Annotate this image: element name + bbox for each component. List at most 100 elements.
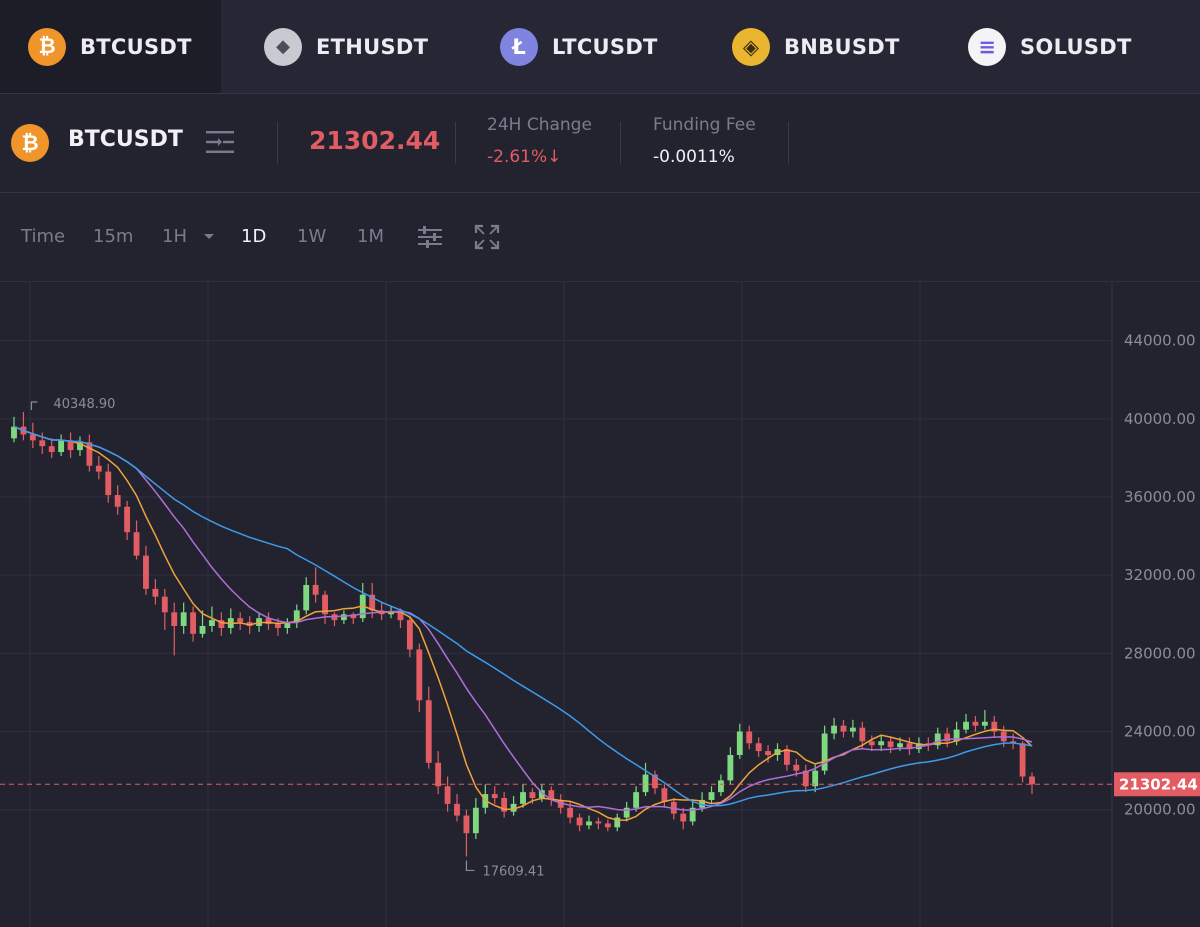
candle (604, 823, 611, 828)
candle (821, 733, 828, 771)
litecoin-icon: Ł (500, 27, 538, 66)
candle (802, 770, 809, 787)
candle (209, 620, 215, 626)
candle (623, 807, 630, 818)
candle (369, 594, 376, 611)
candle (463, 815, 470, 834)
fullscreen-icon[interactable] (474, 224, 500, 250)
candle (77, 442, 83, 451)
symbol-menu-icon[interactable] (204, 128, 236, 156)
candle (1019, 743, 1026, 777)
candle (472, 807, 479, 834)
tab-btcusdt[interactable]: ₿ BTCUSDT (0, 0, 221, 93)
candle (199, 626, 206, 634)
candle (614, 817, 621, 828)
candle (755, 743, 762, 752)
candle (350, 614, 357, 619)
tab-bnbusdt[interactable]: ◈ BNBUSDT (704, 0, 934, 93)
candle (576, 817, 583, 826)
candle (180, 612, 187, 626)
candle (548, 790, 555, 800)
candle (661, 788, 668, 802)
candle (501, 798, 508, 812)
interval-1w[interactable]: 1W (297, 226, 327, 247)
candle (840, 725, 847, 732)
candle (765, 751, 771, 755)
candle (152, 588, 159, 597)
tab-label: SOLUSDT (1020, 34, 1132, 59)
candle (444, 786, 451, 804)
tab-solusdt[interactable]: ≡ SOLUSDT (940, 0, 1200, 93)
moving-average-line (13, 425, 1033, 821)
candle (699, 799, 706, 808)
candle (718, 780, 724, 793)
candle (1029, 776, 1035, 785)
ethereum-icon: ◆ (264, 27, 302, 66)
tab-label: BTCUSDT (80, 34, 192, 59)
interval-15m[interactable]: 15m (93, 226, 134, 247)
candle (633, 792, 640, 808)
candle (991, 721, 998, 732)
candle (95, 465, 102, 472)
candle (727, 755, 734, 781)
tab-ltcusdt[interactable]: Ł LTCUSDT (472, 0, 702, 93)
caret-down-icon (203, 234, 214, 239)
candle (293, 610, 300, 623)
candle (406, 620, 413, 650)
candle (784, 749, 790, 765)
low-marker-arrow (465, 860, 475, 872)
interval-1h-label: 1H (162, 226, 187, 247)
high-marker-arrow (30, 401, 38, 410)
candle (520, 792, 526, 804)
indicator-settings-icon[interactable] (417, 224, 443, 250)
candle (878, 741, 885, 746)
candle (340, 614, 347, 621)
candle (510, 803, 517, 812)
candle (529, 792, 536, 798)
ticker-header: ₿ BTCUSDT 21302.44 24H Change -2.61%↓ Fu… (0, 94, 1200, 193)
y-tick-label: 44000.00 (1124, 332, 1196, 350)
candle (642, 774, 649, 793)
interval-1m[interactable]: 1M (357, 226, 384, 247)
candle (454, 803, 460, 816)
interval-1d[interactable]: 1D (241, 226, 267, 247)
tab-label: BNBUSDT (784, 34, 900, 59)
y-tick-label: 40000.00 (1124, 410, 1196, 428)
candle (897, 743, 903, 748)
candle (114, 495, 121, 507)
y-tick-label: 36000.00 (1124, 488, 1196, 506)
current-price-tag-label: 21302.44 (1119, 775, 1198, 793)
funding-value: -0.0011% (653, 147, 735, 167)
low-price-label: 17609.41 (482, 864, 544, 879)
last-price: 21302.44 (309, 126, 441, 155)
candle (944, 733, 951, 742)
candle (680, 813, 687, 822)
candle (67, 440, 74, 451)
candle (491, 794, 498, 798)
solana-icon: ≡ (968, 27, 1006, 66)
interval-1h-dropdown[interactable]: 1H (162, 226, 215, 247)
candle (397, 612, 404, 621)
change-label: 24H Change (487, 115, 592, 135)
moving-average-line (13, 425, 1033, 807)
interval-time[interactable]: Time (21, 226, 66, 247)
candle (906, 743, 913, 750)
price-chart[interactable]: 20000.00 24000.00 28000.00 32000.00 36000.00… (0, 282, 1200, 927)
candle (538, 790, 545, 798)
candle (887, 741, 894, 748)
chart-toolbar: Time 15m 1H 1D 1W 1M (0, 193, 1200, 282)
bitcoin-icon: ₿ (11, 124, 49, 162)
moving-average-line (13, 425, 1033, 812)
candle (708, 792, 715, 800)
candle (246, 622, 253, 626)
candle (435, 762, 442, 787)
divider (620, 122, 621, 164)
candle (218, 620, 225, 628)
tab-ethusdt[interactable]: ◆ ETHUSDT (236, 0, 466, 93)
candle (322, 594, 328, 615)
symbol-name: BTCUSDT (68, 127, 183, 152)
candle (812, 770, 819, 787)
candle (105, 471, 112, 496)
candle (161, 596, 168, 613)
bnb-icon: ◈ (732, 27, 770, 66)
